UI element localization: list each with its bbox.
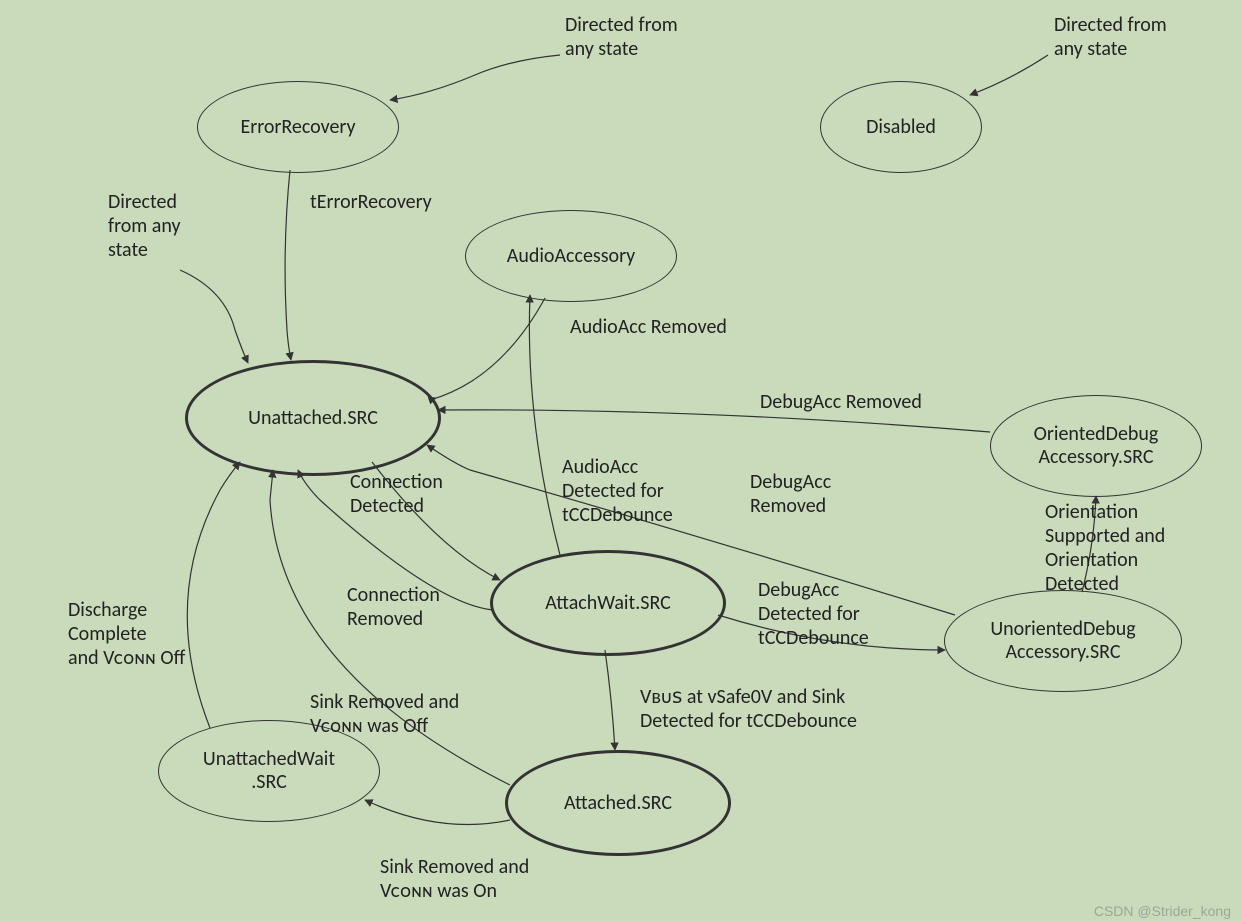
edge-label-audioAccDetected: AudioAccDetected fortCCDebounce [562, 455, 673, 527]
state-label: ErrorRecovery [240, 116, 355, 139]
edge-label-debugAccRemoved2: DebugAccRemoved [750, 470, 831, 518]
edge-label-anyState2: Directed fromany state [1054, 13, 1167, 61]
state-label: AudioAccessory [507, 245, 635, 268]
edge-attachwait-to-attached [605, 650, 615, 750]
state-unattachedSrc: Unattached.SRC [185, 360, 441, 476]
edge-label-anyState3: Directedfrom anystate [108, 190, 181, 262]
edge-label-audioAccRemoved: AudioAcc Removed [570, 315, 727, 339]
edge-any-to-error [390, 55, 560, 100]
edge-unattachedwait-to-unattached [187, 462, 240, 728]
state-attachWaitSrc: AttachWait.SRC [490, 550, 726, 656]
state-orientedDebugSrc: OrientedDebugAccessory.SRC [990, 395, 1202, 497]
state-label: Disabled [866, 116, 936, 139]
state-label: Attached.SRC [564, 792, 672, 815]
edge-label-anyState1: Directed fromany state [565, 13, 678, 61]
state-label: OrientedDebugAccessory.SRC [1034, 423, 1159, 469]
state-audioAccessory: AudioAccessory [465, 210, 677, 302]
edge-error-to-unattached [285, 170, 291, 360]
state-label: AttachWait.SRC [545, 592, 671, 615]
state-label: UnattachedWait.SRC [203, 748, 335, 794]
edge-attachwait-to-audio [529, 295, 560, 555]
state-disabled: Disabled [820, 81, 982, 173]
watermark: CSDN @Strider_kong [1094, 903, 1231, 919]
edge-label-dischargeComplete: DischargeCompleteand Vᴄᴏɴɴ Off [68, 598, 185, 670]
edge-label-sinkRemovedOff: Sink Removed andVᴄᴏɴɴ was Off [310, 690, 459, 738]
state-errorRecovery: ErrorRecovery [197, 81, 399, 173]
edge-label-tErrorRecovery: tErrorRecovery [310, 190, 432, 214]
state-label: UnorientedDebugAccessory.SRC [990, 618, 1135, 664]
edge-label-connectionRemoved: ConnectionRemoved [347, 583, 440, 631]
edge-any-to-unattached [180, 270, 248, 363]
state-label: Unattached.SRC [248, 407, 378, 430]
edge-label-connectionDetected: ConnectionDetected [350, 470, 443, 518]
edge-label-sinkRemovedOn: Sink Removed andVᴄᴏɴɴ was On [380, 855, 529, 903]
edge-attached-to-unattachedwait [365, 800, 510, 825]
state-unorientedDebugSrc: UnorientedDebugAccessory.SRC [944, 590, 1182, 692]
edge-label-debugAccDetected: DebugAccDetected fortCCDebounce [758, 578, 869, 650]
edge-audio-to-unattached [430, 298, 545, 400]
edge-any-to-disabled [970, 55, 1048, 95]
edge-label-vbusSafe0v: Vʙᴜꜱ at vSafe0V and SinkDetected for tCC… [640, 685, 857, 733]
edge-label-orientationDetected: OrientationSupported andOrientationDetec… [1045, 500, 1165, 596]
state-attachedSrc: Attached.SRC [505, 750, 731, 856]
edge-label-debugAccRemoved1: DebugAcc Removed [760, 390, 922, 414]
